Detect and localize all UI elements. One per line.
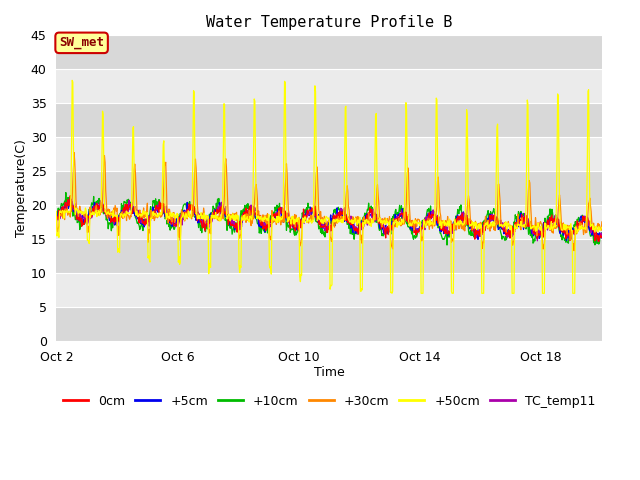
Title: Water Temperature Profile B: Water Temperature Profile B [206, 15, 452, 30]
+50cm [252, 154, 259, 159]
+50cm [68, 77, 76, 83]
Legend: 0cm, +5cm, +10cm, +30cm, +50cm, TC_temp11: 0cm, +5cm, +10cm, +30cm, +50cm, TC_temp1… [58, 390, 600, 413]
+5cm [563, 238, 570, 243]
0cm [73, 216, 81, 222]
Bar [56, 69, 602, 103]
Line: +5cm: +5cm [56, 200, 602, 240]
TC_temp11 [52, 220, 60, 226]
0cm [252, 212, 259, 218]
+5cm [52, 212, 60, 218]
0cm [281, 210, 289, 216]
Line: 0cm: 0cm [56, 196, 602, 241]
TC_temp11 [66, 196, 74, 202]
Bar [56, 36, 602, 69]
+50cm [182, 214, 189, 220]
+10cm [62, 190, 70, 195]
+50cm [73, 207, 81, 213]
Bar [56, 171, 602, 205]
0cm [52, 216, 60, 222]
Text: SW_met: SW_met [59, 36, 104, 49]
Line: TC_temp11: TC_temp11 [56, 199, 602, 241]
Bar [56, 239, 602, 273]
+30cm [281, 204, 289, 209]
+10cm [182, 201, 189, 207]
TC_temp11 [362, 218, 370, 224]
+50cm [598, 225, 605, 230]
+5cm [362, 215, 370, 220]
Line: +50cm: +50cm [56, 80, 602, 293]
Bar [56, 273, 602, 307]
+5cm [281, 214, 289, 219]
TC_temp11 [595, 239, 602, 244]
+5cm [598, 235, 605, 241]
+10cm [73, 213, 81, 219]
Bar [56, 307, 602, 341]
TC_temp11 [598, 231, 605, 237]
+5cm [252, 214, 259, 220]
+50cm [494, 176, 502, 181]
+30cm [252, 184, 259, 190]
+5cm [73, 213, 81, 219]
+5cm [182, 209, 189, 215]
+50cm [388, 290, 396, 296]
+10cm [598, 230, 605, 236]
+50cm [362, 217, 370, 223]
+30cm [182, 210, 189, 216]
X-axis label: Time: Time [314, 366, 344, 379]
Bar [56, 137, 602, 171]
0cm [67, 193, 74, 199]
TC_temp11 [493, 216, 501, 222]
+30cm [493, 205, 501, 211]
+10cm [52, 212, 60, 217]
TC_temp11 [73, 205, 81, 211]
+10cm [281, 210, 289, 216]
+30cm [52, 212, 60, 218]
0cm [182, 212, 189, 217]
+30cm [598, 219, 605, 225]
TC_temp11 [281, 214, 289, 220]
Bar [56, 205, 602, 239]
+30cm [362, 217, 370, 223]
Line: +10cm: +10cm [56, 192, 602, 245]
Line: +30cm: +30cm [56, 153, 602, 251]
0cm [595, 239, 602, 244]
0cm [362, 217, 370, 223]
TC_temp11 [252, 207, 259, 213]
+30cm [70, 150, 78, 156]
+30cm [570, 248, 578, 253]
TC_temp11 [182, 211, 189, 216]
0cm [598, 234, 605, 240]
+5cm [493, 217, 501, 223]
+10cm [443, 242, 451, 248]
+10cm [494, 219, 502, 225]
+5cm [67, 197, 74, 203]
+50cm [281, 78, 289, 84]
0cm [493, 215, 501, 221]
+30cm [73, 205, 81, 211]
Bar [56, 103, 602, 137]
+10cm [252, 216, 259, 221]
+10cm [362, 211, 370, 216]
Y-axis label: Temperature(C): Temperature(C) [15, 139, 28, 237]
+50cm [52, 209, 60, 215]
